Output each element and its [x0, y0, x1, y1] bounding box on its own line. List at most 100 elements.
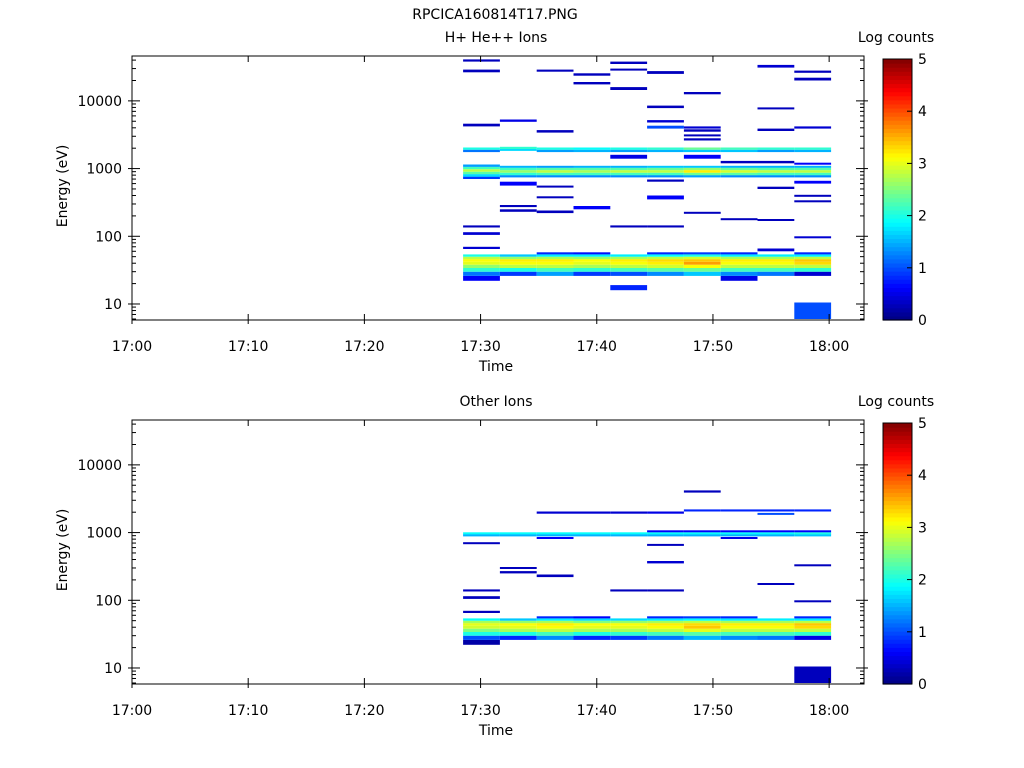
heatmap-cell: [573, 254, 611, 257]
colorbar-swatch: [883, 283, 912, 288]
heatmap-cell: [536, 268, 574, 272]
heatmap-cell: [463, 225, 500, 228]
colorbar-swatch: [883, 59, 912, 64]
colorbar-swatch: [883, 218, 912, 223]
colorbar-swatch: [883, 271, 912, 276]
heatmap-cell: [610, 225, 648, 228]
heatmap-cell: [647, 628, 684, 632]
colorbar-tick-label: 3: [918, 520, 927, 536]
heatmap-cell: [573, 252, 611, 255]
heatmap-cell: [720, 616, 758, 619]
colorbar-swatch: [883, 254, 912, 260]
y-tick-label: 10: [104, 297, 122, 313]
heatmap-cell: [647, 261, 684, 265]
heatmap-cell: [757, 128, 795, 131]
x-axis-label: Time: [478, 359, 513, 375]
colorbar-swatch: [883, 541, 912, 546]
heatmap-cell: [683, 264, 721, 268]
colorbar-swatch: [883, 488, 912, 493]
colorbar-swatch: [883, 83, 912, 89]
heatmap-cell: [610, 68, 648, 71]
colorbar-swatch: [883, 262, 912, 268]
heatmap-cell: [610, 589, 648, 592]
colorbar-swatch: [883, 626, 912, 632]
heatmap-cell: [499, 119, 537, 122]
heatmap-cell: [536, 170, 574, 173]
colorbar-swatch: [883, 246, 912, 252]
heatmap-cell: [610, 534, 648, 537]
colorbar-swatch: [883, 79, 912, 85]
heatmap-cell: [499, 167, 537, 171]
colorbar-swatch: [883, 226, 912, 231]
colorbar-swatch: [883, 209, 912, 215]
heatmap-cell: [720, 147, 758, 150]
heatmap-cell: [647, 616, 684, 619]
heatmap-cell: [536, 628, 574, 632]
x-tick-label: 17:00: [112, 703, 152, 719]
heatmap-cell: [647, 195, 684, 200]
heatmap-cell: [757, 618, 795, 621]
heatmap-cell: [757, 219, 795, 221]
heatmap-cell: [647, 167, 684, 171]
heatmap-cell: [757, 268, 795, 272]
heatmap-cell: [647, 71, 684, 74]
x-tick-label: 17:40: [577, 703, 617, 719]
heatmap-cell: [463, 275, 500, 281]
colorbar-swatch: [883, 128, 912, 134]
colorbar-swatch: [883, 500, 912, 506]
colorbar-swatch: [883, 504, 912, 510]
colorbar-swatch: [883, 651, 912, 657]
heatmap-cell: [683, 172, 721, 176]
heatmap-cell: [794, 167, 832, 171]
heatmap-cell: [610, 532, 648, 535]
colorbar-swatch: [883, 630, 912, 636]
heatmap-cell: [647, 175, 684, 178]
heatmap-cell: [573, 628, 611, 632]
heatmap-cell: [794, 172, 832, 176]
heatmap-cell: [499, 148, 537, 151]
heatmap-cell: [757, 256, 795, 260]
heatmap-cell: [499, 632, 537, 636]
colorbar-swatch: [883, 459, 912, 465]
colorbar-swatch: [883, 524, 912, 530]
heatmap-cell: [536, 625, 574, 629]
colorbar-swatch: [883, 315, 912, 321]
heatmap-cell: [573, 165, 611, 168]
colorbar-tick-label: 5: [918, 416, 927, 432]
heatmap-cell: [499, 261, 537, 265]
heatmap-cell: [757, 583, 795, 585]
heatmap-cell: [683, 256, 721, 260]
heatmap-cell: [683, 126, 721, 129]
heatmap-cell: [573, 170, 611, 173]
colorbar-swatch: [883, 590, 912, 595]
heatmap-cell: [794, 165, 832, 168]
colorbar-swatch: [883, 136, 912, 142]
colorbar-swatch: [883, 258, 912, 264]
colorbar-swatch: [883, 463, 912, 469]
colorbar-swatch: [883, 455, 912, 461]
heatmap-cell: [647, 179, 684, 182]
heatmap-cell: [573, 632, 611, 636]
heatmap-cell: [794, 175, 832, 178]
colorbar-swatch: [883, 193, 912, 199]
heatmap-cell: [647, 259, 684, 262]
heatmap-cell: [647, 120, 684, 123]
heatmap-cell: [573, 620, 611, 624]
heatmap-cell: [647, 589, 684, 592]
colorbar-swatch: [883, 594, 912, 599]
heatmap-cell: [573, 534, 611, 537]
y-axis-label: Energy (eV): [55, 509, 71, 592]
heatmap-cell: [720, 149, 758, 153]
heatmap-cell: [463, 259, 500, 262]
heatmap-cell: [610, 620, 648, 624]
heatmap-cell: [610, 285, 648, 291]
heatmap-cell: [683, 620, 721, 624]
y-tick-label: 100: [95, 229, 122, 245]
heatmap-cell: [463, 147, 500, 150]
heatmap-cell: [463, 166, 500, 170]
heatmap-cell: [794, 254, 832, 257]
colorbar-swatch: [883, 496, 912, 502]
x-tick-label: 18:00: [809, 339, 849, 355]
colorbar-swatch: [883, 671, 912, 677]
colorbar-swatch: [883, 557, 912, 563]
